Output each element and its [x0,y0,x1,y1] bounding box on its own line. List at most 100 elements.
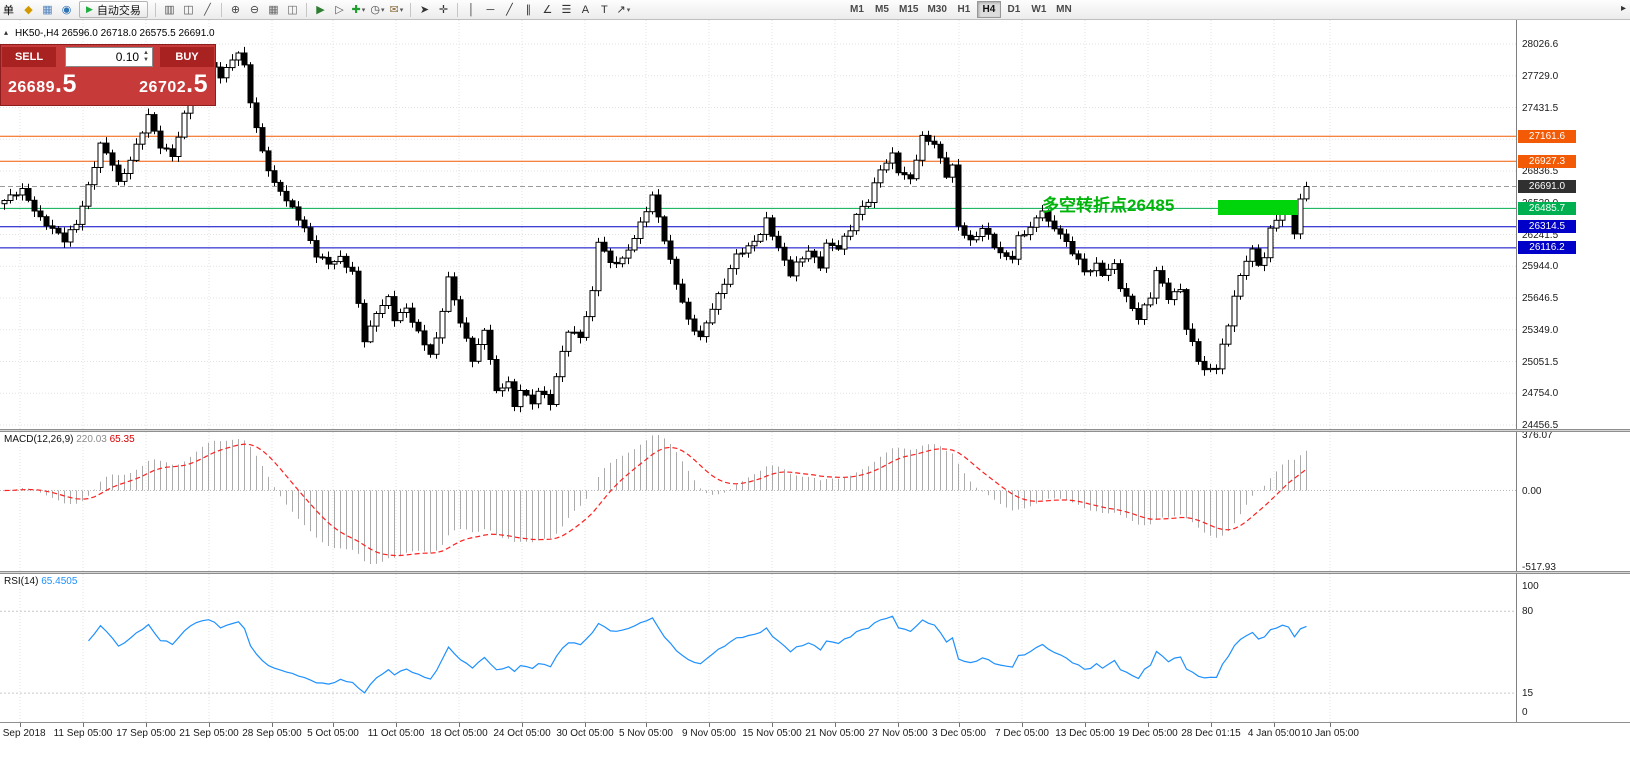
main-toolbar: 单 ◆ ▦ ◉ ▶ 自动交易 ▥ ◫ ╱ ⊕ ⊖ ▦ ◫ ▶ ▷ ✚ ▾ ◷ ▾ ✉ ▾ ➤ ✛ │ ─ ╱ ∥ ∠ ☰ A T ↗ ▾… [0,0,1630,20]
timeframe-button-h4[interactable]: H4 [976,1,1001,18]
navigator-icon[interactable]: ◉ [61,4,72,16]
chart-title: HK50-,H4 26596.0 26718.0 26575.5 26691.0 [15,28,215,39]
zoom-in-icon[interactable]: ⊕ [230,4,241,16]
shapes-icon[interactable]: ☰ [561,4,572,16]
time-label: 18 Oct 05:00 [430,728,488,739]
volume-spinner: ▲ ▼ [143,50,149,63]
tile-windows-icon[interactable]: ◫ [287,4,298,16]
axis-label: 0 [1522,707,1528,718]
line-chart-icon[interactable]: ╱ [204,4,211,16]
templates-icon[interactable]: ✉ ▾ [389,4,404,16]
time-tick [20,723,21,727]
time-label: 21 Sep 05:00 [179,728,239,739]
grid-icon[interactable]: ▦ [268,4,279,16]
auto-scroll-icon[interactable]: ▶ [316,4,325,16]
sell-button[interactable]: SELL [2,46,56,67]
timeframe-button-m5[interactable]: M5 [875,4,889,15]
bar-chart-icon[interactable]: ▥ [164,4,175,16]
zoom-out-icon[interactable]: ⊖ [249,4,260,16]
time-label: 11 Sep 05:00 [53,728,113,739]
time-tick [835,723,836,727]
time-tick [459,723,460,727]
volume-up-button[interactable]: ▲ [143,50,149,56]
toolbar-separator [220,2,222,17]
rsi-label: RSI(14) 65.4505 [4,576,78,587]
annotation-rect[interactable] [1218,200,1298,215]
time-label: 13 Dec 05:00 [1055,728,1115,739]
time-tick [898,723,899,727]
buy-price: 26702.5 [139,70,208,98]
annotation-text[interactable]: 多空转折点26485 [1042,196,1175,215]
chart-shift-icon[interactable]: ▷ [335,4,344,16]
toolbar-mid-icons: ▥ ◫ ╱ ⊕ ⊖ ▦ ◫ ▶ ▷ ✚ ▾ ◷ ▾ ✉ ▾ ➤ ✛ │ ─ ╱ ∥ ∠ ☰ A T ↗ ▾ [152,2,632,18]
trade-panel-collapse-icon[interactable]: ▴ [4,28,9,37]
text-icon[interactable]: A [581,3,590,16]
candle-chart-icon[interactable]: ◫ [183,4,194,16]
time-label: 5 Oct 05:00 [307,728,359,739]
new-order-icon[interactable]: ◆ [24,4,33,16]
toolbar-left-icons: ◆ ▦ ◉ [20,2,75,18]
timeframe-button-mn[interactable]: MN [1056,4,1072,15]
time-label: 27 Nov 05:00 [868,728,928,739]
axis-label: 25646.5 [1522,293,1559,304]
equidistant-channel-icon[interactable]: ∥ [525,4,532,16]
one-click-trading-panel: SELL 0.10 ▲ ▼ BUY 26689.5 26702.5 [0,44,216,106]
timeframe-button-h1[interactable]: H1 [957,4,971,15]
crosshair-icon[interactable]: ✛ [438,4,449,16]
toolbar-separator [409,2,411,17]
volume-field[interactable]: 0.10 ▲ ▼ [65,46,153,67]
new-order-button-partial[interactable]: 单 [3,4,14,17]
trendline-icon[interactable]: ╱ [506,4,513,16]
macd-label: MACD(12,26,9) 220.03 65.35 [4,434,135,445]
volume-down-button[interactable]: ▼ [143,57,149,63]
axis-label: 26241.5 [1522,229,1559,241]
time-tick [709,723,710,727]
panel-divider[interactable] [0,571,1630,574]
market-watch-icon[interactable]: ▦ [42,4,53,16]
time-tick [1148,723,1149,727]
time-tick [772,723,773,727]
dropdown-arrow-icon: ▾ [380,6,385,14]
timeframe-group: M1 M5 M15 M30 H1 H4 D1 W1 MN [845,1,1076,18]
timeframe-button-m15[interactable]: M15 [899,4,919,15]
axis-label: 27729.0 [1522,70,1559,82]
toolbar-separator [154,2,156,17]
time-label: 19 Dec 05:00 [1118,728,1178,739]
label-icon[interactable]: T [601,3,608,16]
axis-label: 100 [1522,581,1539,592]
axis-label: 24754.0 [1522,388,1559,400]
time-label: 7 Dec 05:00 [995,728,1049,739]
price-level-tag: 26116.2 [1518,241,1576,255]
timeframe-button-d1[interactable]: D1 [1007,4,1021,15]
time-tick [396,723,397,727]
price-chart-canvas[interactable] [0,20,1516,430]
time-tick [959,723,960,727]
rsi-indicator-canvas[interactable] [0,574,1516,722]
timeframe-button-w1[interactable]: W1 [1031,4,1047,15]
cursor-icon[interactable]: ➤ [419,4,430,16]
time-label: 4 Jan 05:00 [1247,728,1301,739]
time-label: 5 Sep 2018 [0,728,46,739]
periods-icon[interactable]: ◷ ▾ [370,4,385,16]
axis-label: 0.00 [1522,485,1542,497]
time-label: 5 Nov 05:00 [619,728,673,739]
autotrading-button[interactable]: ▶ 自动交易 [79,1,148,18]
toolbar-more-icon[interactable]: ▸ [1620,3,1626,14]
timeframe-button-m1[interactable]: M1 [850,4,864,15]
vertical-line-icon[interactable]: │ [467,3,475,16]
price-axis[interactable]: 28026.627729.027431.527134.026836.526539… [1516,20,1630,722]
time-tick [1274,723,1275,727]
axis-label: 80 [1522,606,1534,618]
buy-button[interactable]: BUY [160,46,214,67]
price-level-tag: 26927.3 [1518,154,1576,168]
macd-indicator-canvas[interactable] [0,432,1516,572]
arrow-tools-icon[interactable]: ↗ ▾ [616,4,631,16]
panel-divider[interactable] [0,429,1630,432]
time-label: 28 Dec 01:15 [1181,728,1241,739]
price-level-tag: 27161.6 [1518,129,1576,143]
timeframe-button-m30[interactable]: M30 [927,4,947,15]
fibonacci-icon[interactable]: ∠ [542,4,553,16]
indicators-icon[interactable]: ✚ ▾ [351,4,366,16]
horizontal-line-icon[interactable]: ─ [486,3,495,16]
